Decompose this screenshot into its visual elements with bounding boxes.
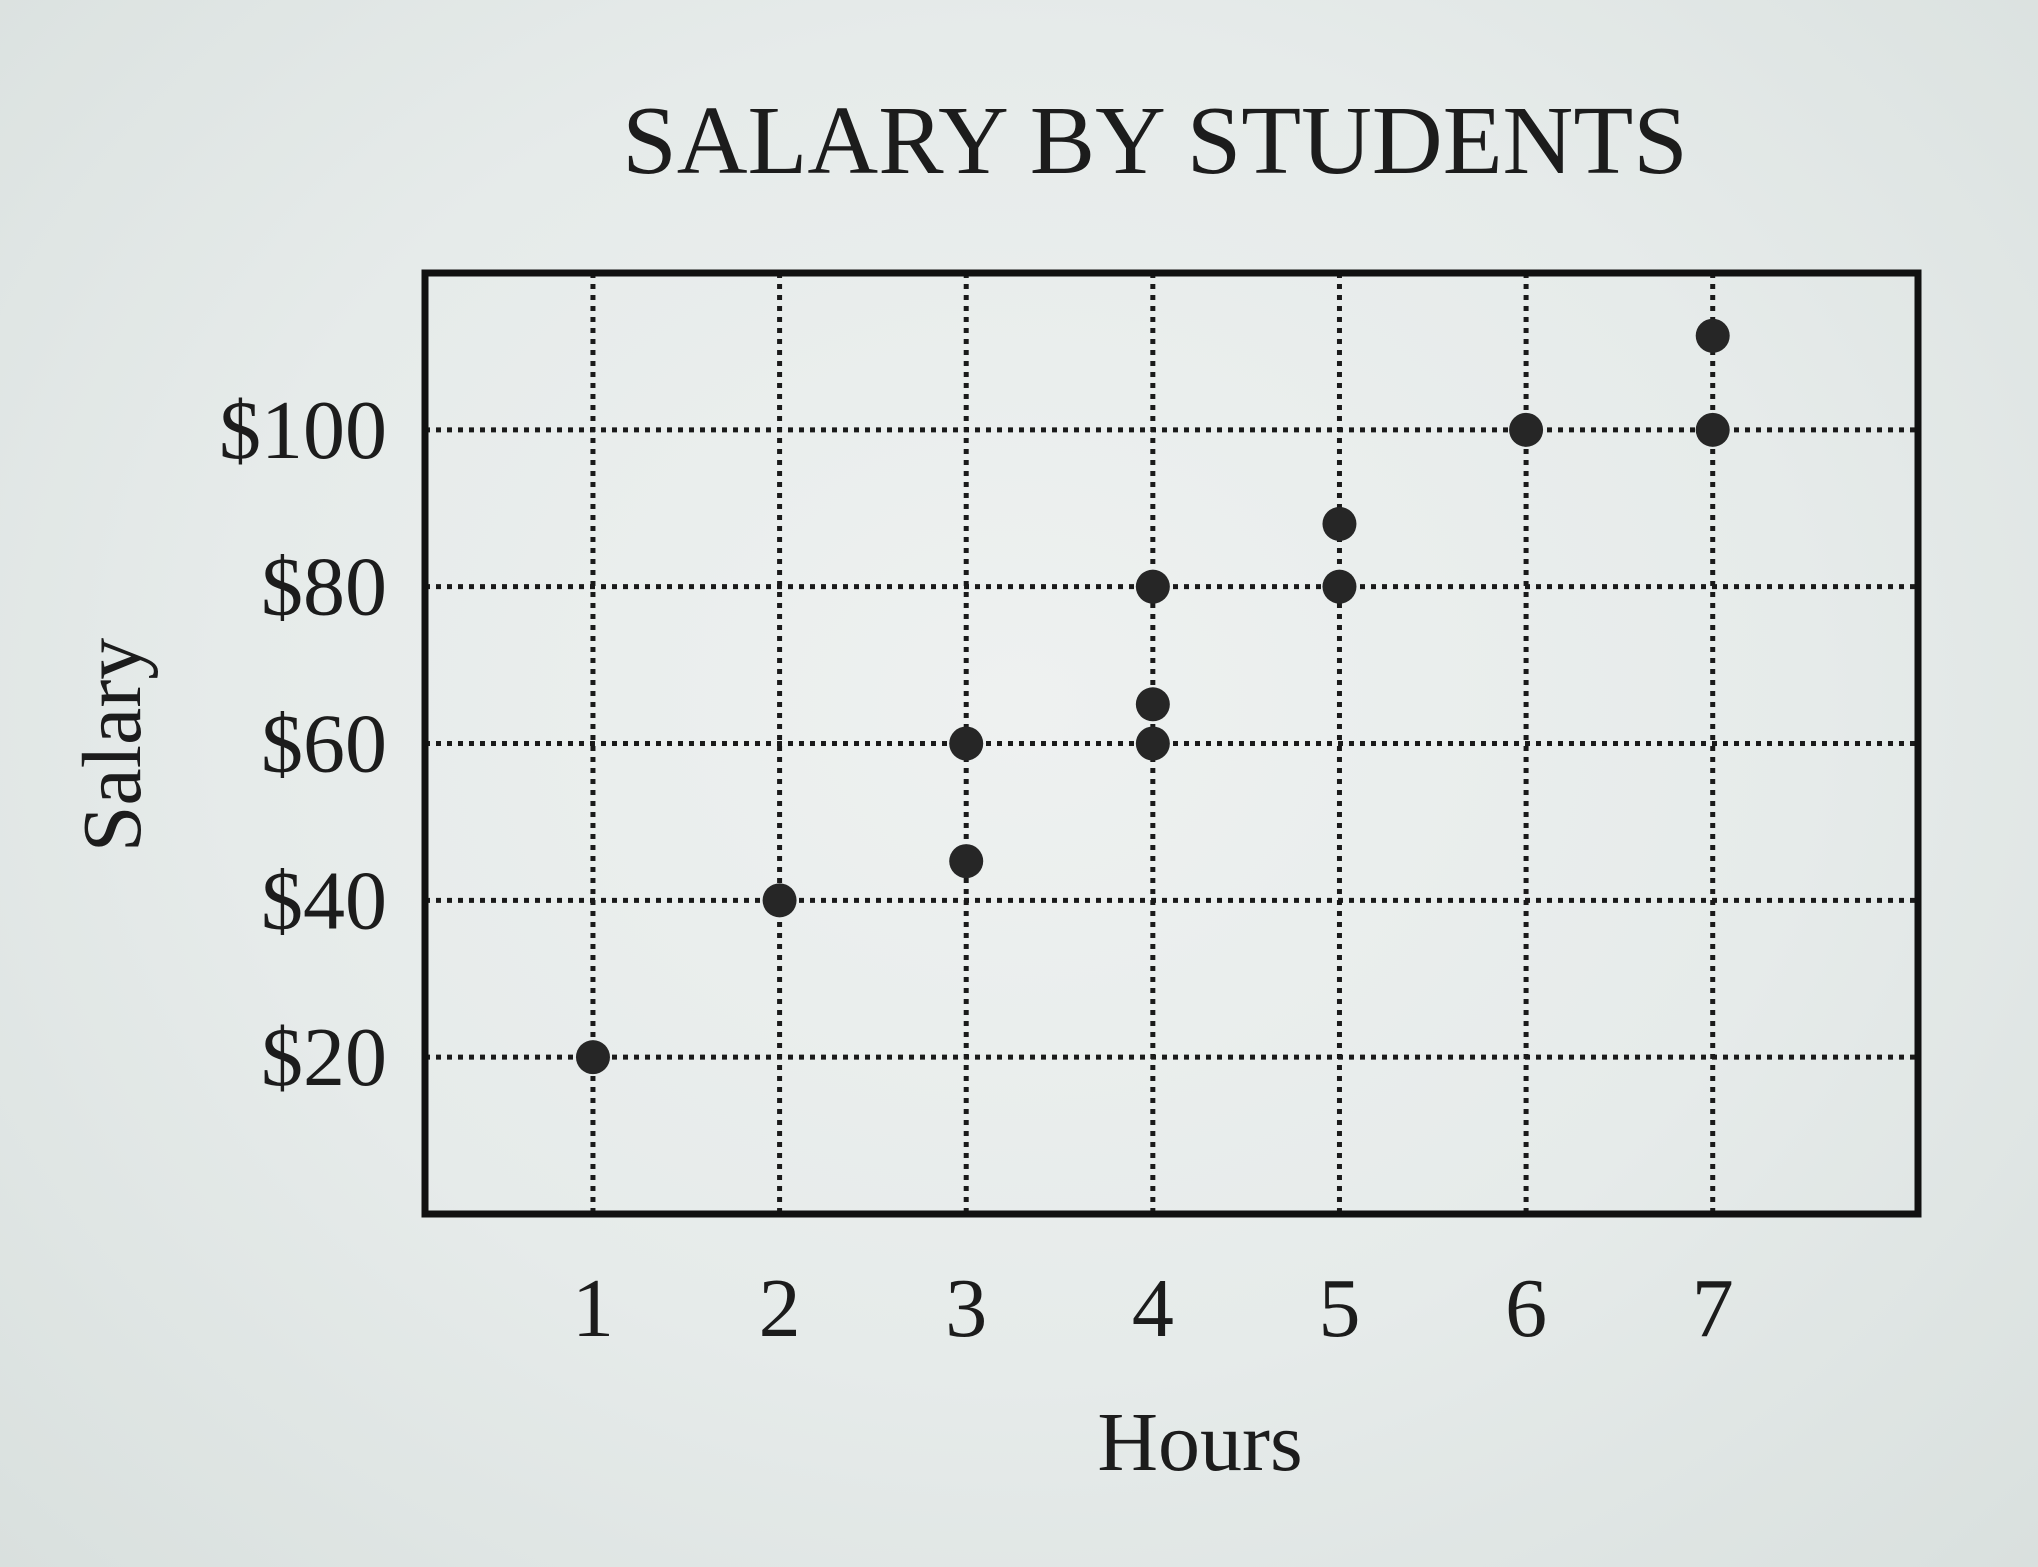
data-point <box>1509 412 1544 447</box>
x-tick-label: 3 <box>945 1262 987 1355</box>
grid-lines <box>425 273 1918 1214</box>
y-axis-label: Salary <box>66 638 159 853</box>
data-point <box>1135 726 1170 761</box>
x-tick-label: 4 <box>1132 1262 1174 1355</box>
x-tick-label: 7 <box>1692 1262 1734 1355</box>
chart-title: SALARY BY STUDENTS <box>622 87 1687 195</box>
x-tick-label: 2 <box>759 1262 801 1355</box>
y-tick-label: $20 <box>261 1011 387 1104</box>
data-point <box>762 883 797 918</box>
y-tick-label: $80 <box>261 541 387 634</box>
y-tick-label: $60 <box>261 698 387 791</box>
data-point <box>1322 569 1357 604</box>
x-axis-label: Hours <box>1097 1396 1302 1489</box>
plot-border <box>421 269 1922 1218</box>
x-tick-label: 6 <box>1505 1262 1547 1355</box>
data-point <box>949 726 984 761</box>
data-point <box>1135 569 1170 604</box>
data-point <box>575 1040 610 1075</box>
data-points <box>575 318 1730 1075</box>
data-point <box>1695 318 1730 353</box>
x-tick-label: 5 <box>1318 1262 1360 1355</box>
data-point <box>949 844 984 879</box>
x-tick-label: 1 <box>572 1262 614 1355</box>
data-point <box>1135 687 1170 722</box>
data-point <box>1695 412 1730 447</box>
y-tick-label: $40 <box>261 854 387 947</box>
data-point <box>1322 506 1357 541</box>
y-tick-label: $100 <box>219 384 387 477</box>
tick-labels: 1 2 3 4 5 6 7 $20 $40 $60 $80 $100 <box>219 384 1734 1355</box>
